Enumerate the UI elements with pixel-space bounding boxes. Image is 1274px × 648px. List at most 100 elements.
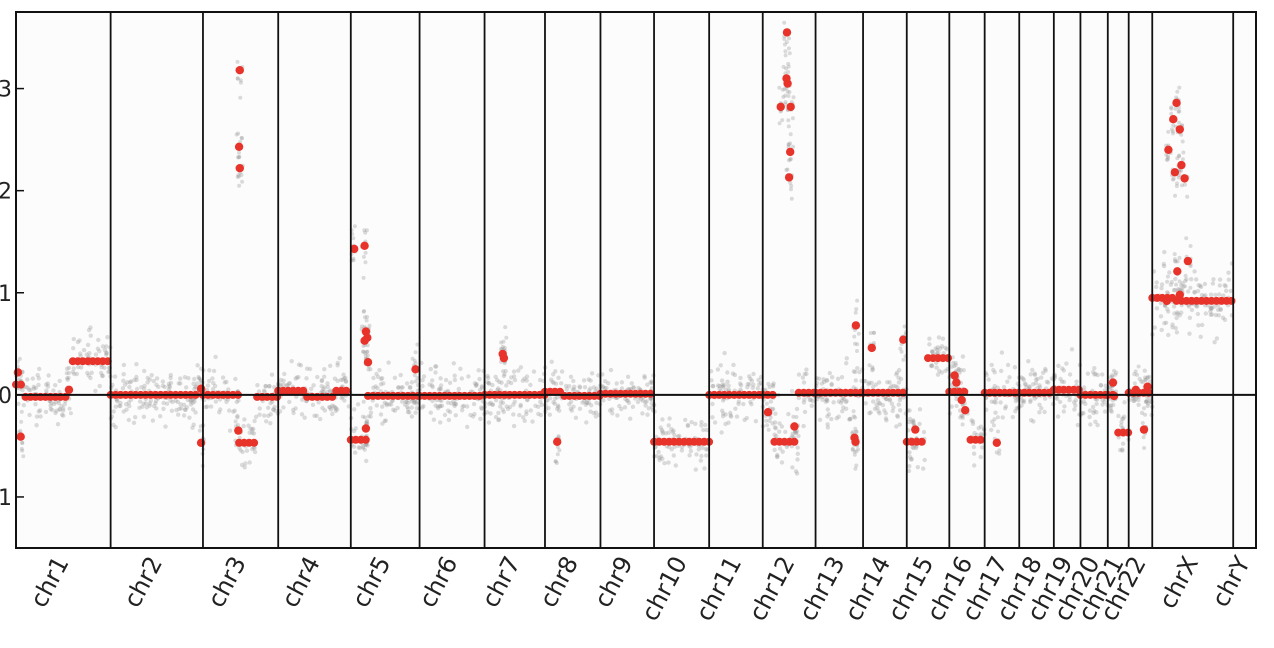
raw-probe-point <box>125 380 130 385</box>
raw-probe-point <box>768 399 774 404</box>
raw-probe-point <box>726 383 731 388</box>
raw-probe-point <box>844 398 849 404</box>
raw-probe-point <box>85 370 90 376</box>
raw-probe-point <box>1133 397 1138 402</box>
segment-point <box>1162 296 1172 306</box>
raw-probe-point <box>34 423 39 428</box>
raw-probe-point <box>821 379 827 385</box>
raw-probe-point <box>197 376 202 381</box>
raw-probe-point <box>717 383 722 389</box>
raw-probe-point <box>1208 292 1214 297</box>
raw-probe-point <box>671 428 676 433</box>
raw-probe-point <box>118 400 123 406</box>
raw-probe-point <box>318 416 323 422</box>
raw-probe-point <box>433 370 438 375</box>
raw-probe-point <box>250 430 255 435</box>
raw-probe-point <box>1144 399 1149 404</box>
raw-probe-point <box>699 419 704 425</box>
raw-probe-point <box>1221 293 1226 298</box>
raw-probe-point <box>452 403 457 409</box>
chromosome-label: chr2 <box>118 552 168 612</box>
raw-probe-point <box>37 366 42 372</box>
raw-probe-point <box>928 363 934 369</box>
raw-probe-point <box>1130 396 1135 401</box>
raw-probe-point <box>504 404 509 409</box>
raw-probe-point <box>365 443 370 448</box>
raw-probe-point <box>289 359 294 364</box>
raw-probe-point <box>382 418 387 424</box>
raw-probe-point <box>479 384 484 389</box>
raw-probe-point <box>777 121 782 126</box>
raw-probe-point <box>16 401 21 406</box>
raw-probe-point <box>602 386 608 391</box>
raw-probe-point <box>335 360 340 366</box>
raw-probe-point <box>844 356 849 361</box>
raw-probe-point <box>958 368 963 373</box>
raw-probe-point <box>20 388 25 393</box>
raw-probe-point <box>907 450 912 455</box>
segment-point <box>784 173 794 182</box>
raw-probe-point <box>756 377 761 383</box>
raw-probe-point <box>1032 372 1038 377</box>
raw-probe-point <box>1020 398 1025 404</box>
raw-probe-point <box>1100 397 1105 403</box>
raw-probe-point <box>1032 396 1038 401</box>
raw-probe-point <box>473 383 479 388</box>
raw-probe-point <box>1013 398 1019 404</box>
raw-probe-point <box>207 378 212 384</box>
raw-probe-point <box>178 402 183 407</box>
raw-probe-point <box>551 400 556 405</box>
raw-probe-point <box>1098 382 1104 388</box>
raw-probe-point <box>1173 325 1178 331</box>
raw-probe-point <box>720 383 726 389</box>
raw-probe-point <box>291 407 296 413</box>
raw-probe-point <box>911 445 916 451</box>
raw-probe-point <box>355 402 361 407</box>
raw-probe-point <box>142 368 147 374</box>
raw-probe-point <box>196 375 201 379</box>
raw-probe-point <box>1209 305 1214 311</box>
raw-probe-point <box>997 451 1002 456</box>
raw-probe-point <box>368 410 374 415</box>
raw-probe-point <box>434 364 439 369</box>
raw-probe-point <box>453 401 458 406</box>
raw-probe-point <box>147 377 152 382</box>
raw-probe-point <box>496 386 501 391</box>
raw-probe-point <box>539 402 544 407</box>
raw-probe-point <box>992 417 997 422</box>
raw-probe-point <box>728 410 733 416</box>
raw-probe-point <box>850 446 855 451</box>
raw-probe-point <box>361 275 366 280</box>
raw-probe-point <box>854 429 859 434</box>
raw-probe-point <box>688 448 694 454</box>
raw-probe-point <box>61 406 66 411</box>
raw-probe-point <box>783 429 788 435</box>
raw-probe-point <box>302 415 307 420</box>
raw-probe-point <box>775 452 780 458</box>
raw-probe-point <box>784 444 789 450</box>
raw-probe-point <box>183 407 188 412</box>
raw-probe-point <box>188 399 193 404</box>
raw-probe-point <box>406 400 411 405</box>
raw-probe-point <box>1173 259 1178 264</box>
raw-probe-point <box>487 401 492 407</box>
raw-probe-point <box>1177 85 1182 90</box>
raw-probe-point <box>1228 288 1234 294</box>
raw-probe-point <box>581 378 587 383</box>
raw-probe-point <box>266 413 271 418</box>
segment-point <box>361 424 371 433</box>
raw-probe-point <box>935 345 940 350</box>
raw-probe-point <box>479 406 485 411</box>
raw-probe-point <box>1007 375 1012 380</box>
raw-probe-point <box>71 336 77 342</box>
raw-probe-point <box>927 342 932 347</box>
raw-probe-point <box>986 377 991 382</box>
raw-probe-point <box>375 374 381 380</box>
raw-probe-point <box>413 350 418 355</box>
raw-probe-point <box>522 376 527 381</box>
raw-probe-point <box>364 419 369 424</box>
raw-probe-point <box>733 406 738 411</box>
segment-point <box>1164 145 1173 154</box>
y-tick-label: 2 <box>0 180 12 205</box>
raw-probe-point <box>322 385 327 390</box>
